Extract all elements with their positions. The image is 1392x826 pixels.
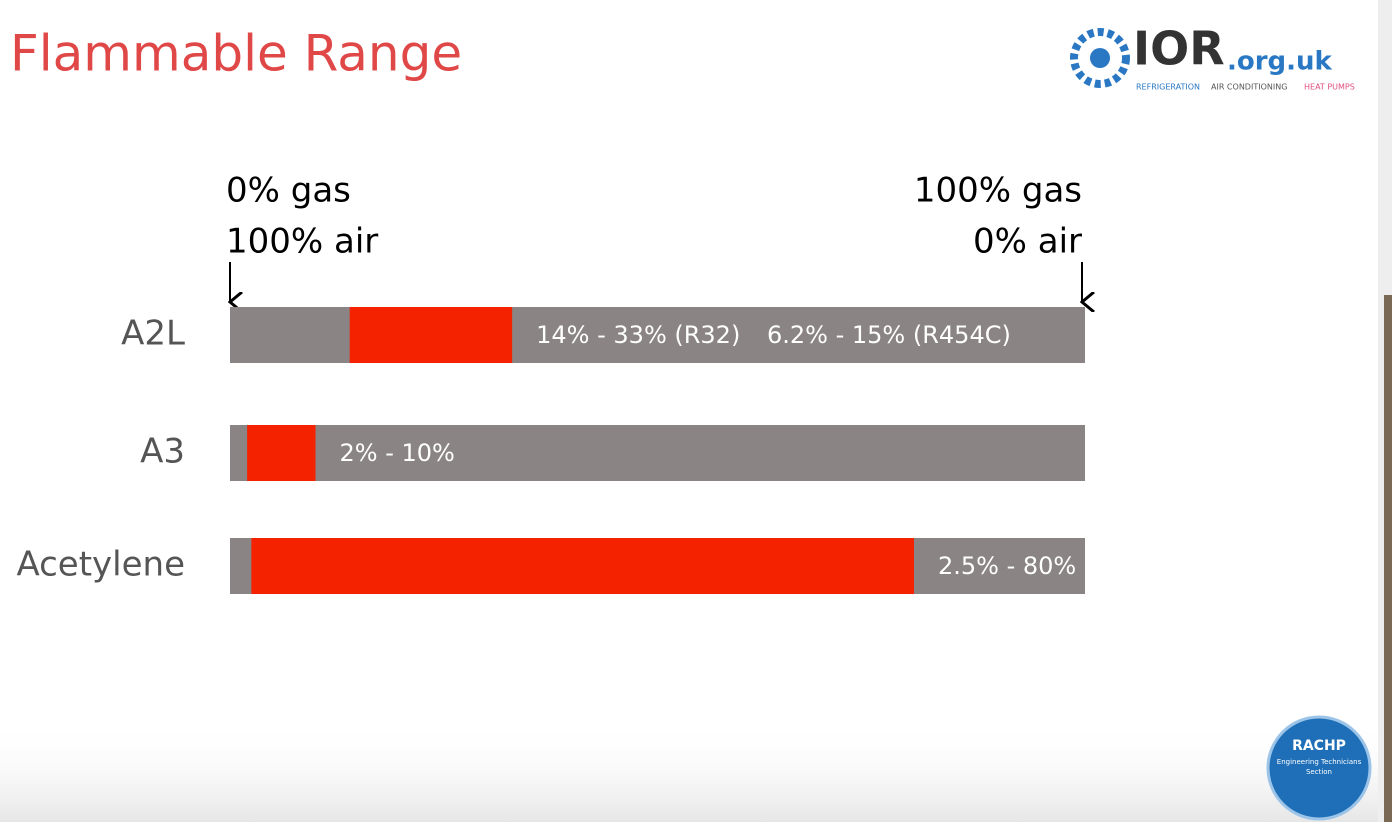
range-bar bbox=[349, 307, 513, 363]
chart-title: Flammable Range bbox=[10, 25, 462, 83]
value-label: 2% - 10% bbox=[340, 439, 455, 467]
logo-domain: .org.uk bbox=[1227, 47, 1333, 77]
axis-start-label: 0% gas bbox=[226, 171, 351, 211]
bottom-fade bbox=[0, 720, 1378, 822]
logo-tagline: REFRIGERATION bbox=[1136, 83, 1200, 92]
range-track bbox=[230, 425, 1085, 481]
category-label: Acetylene bbox=[16, 545, 185, 585]
logo: IOR .org.uk REFRIGERATION AIR CONDITIONI… bbox=[1070, 22, 1355, 92]
right-edge-image bbox=[1384, 295, 1392, 822]
value-label: 2.5% - 80% bbox=[938, 552, 1076, 580]
range-bar bbox=[247, 425, 316, 481]
range-bar bbox=[251, 538, 914, 594]
annotation: 6.2% - 15% (R454C) bbox=[767, 321, 1011, 349]
badge: RACHP Engineering Technicians Section bbox=[1266, 715, 1372, 821]
axis-end-label: 0% air bbox=[973, 222, 1082, 262]
axis-end-label: 100% gas bbox=[914, 171, 1082, 211]
category-label: A2L bbox=[121, 314, 185, 354]
logo-tagline: HEAT PUMPS bbox=[1304, 83, 1355, 92]
badge-subtitle: Engineering Technicians bbox=[1277, 758, 1362, 766]
value-label: 14% - 33% (R32) bbox=[536, 321, 740, 349]
logo-tagline: AIR CONDITIONING bbox=[1211, 83, 1287, 92]
logo-name: IOR bbox=[1133, 22, 1225, 76]
badge-title: RACHP bbox=[1292, 738, 1346, 754]
badge-subtitle: Section bbox=[1306, 768, 1332, 776]
category-label: A3 bbox=[140, 432, 185, 472]
axis-start-label: 100% air bbox=[226, 222, 378, 262]
